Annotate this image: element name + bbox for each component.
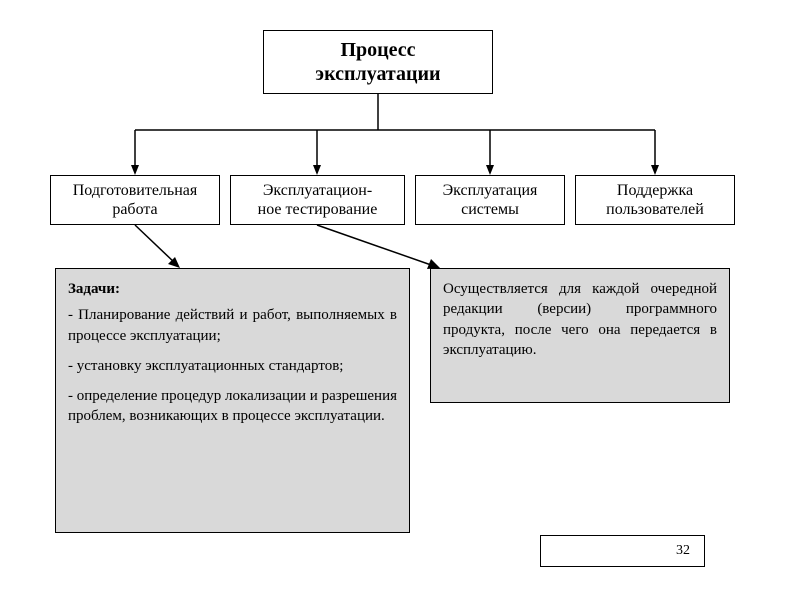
note-left-heading: Задачи: <box>68 279 397 299</box>
root-line2: эксплуатации <box>315 63 440 85</box>
note-left: Задачи: - Планирование действий и работ,… <box>55 268 410 533</box>
note-left-item-0: - Планирование действий и работ, выполня… <box>68 305 397 346</box>
root-node: Процесс эксплуатации <box>263 30 493 94</box>
page-number-box: 32 <box>540 535 705 567</box>
note-left-item-2: - определение процедур локализации и раз… <box>68 386 397 427</box>
child-1-line1: Эксплуатацион- <box>263 182 372 199</box>
note-left-item-1: - установку эксплуатационных стандартов; <box>68 356 397 376</box>
child-node-0: Подготовительная работа <box>50 175 220 225</box>
child-node-1: Эксплуатацион- ное тестирование <box>230 175 405 225</box>
page-number: 32 <box>676 543 690 559</box>
child-2-line2: системы <box>461 201 519 218</box>
child-3-line1: Поддержка <box>617 182 693 199</box>
child-1-line2: ное тестирование <box>258 201 378 218</box>
note-right-text: Осуществляется для каждой очередной реда… <box>443 279 717 360</box>
child-3-line2: пользователей <box>606 201 704 218</box>
child-node-2: Эксплуатация системы <box>415 175 565 225</box>
root-line1: Процесс <box>340 39 415 61</box>
child-2-line1: Эксплуатация <box>443 182 538 199</box>
child-0-line1: Подготовительная <box>73 182 197 199</box>
note-right: Осуществляется для каждой очередной реда… <box>430 268 730 403</box>
child-node-3: Поддержка пользователей <box>575 175 735 225</box>
child-0-line2: работа <box>112 201 157 218</box>
